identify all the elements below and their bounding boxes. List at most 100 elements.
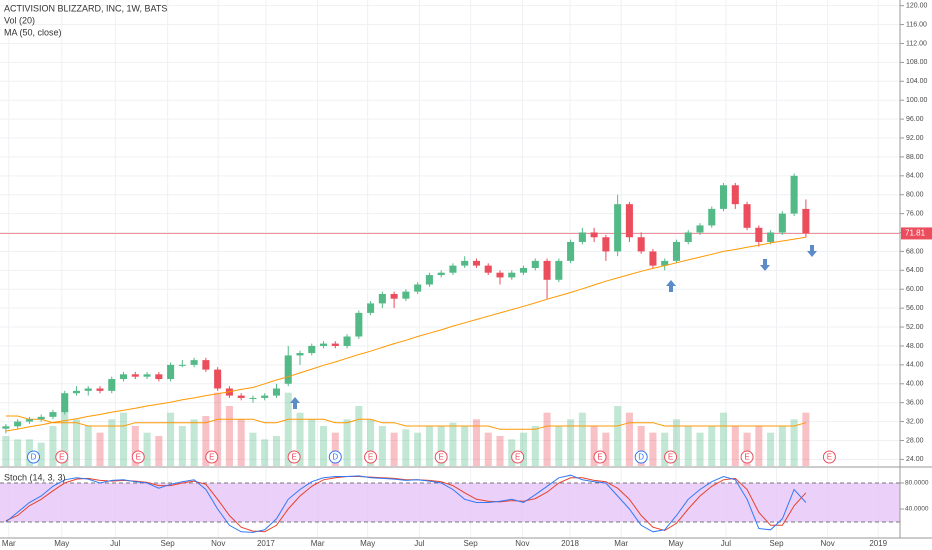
candle-body <box>767 232 775 242</box>
volume-bar <box>37 442 45 466</box>
candle-body <box>61 393 69 413</box>
x-tick-label: 2017 <box>257 539 275 548</box>
y-tick-label: 76.00 <box>906 210 924 217</box>
candle-body <box>25 419 33 422</box>
title: ACTIVISION BLIZZARD, INC, 1W, BATS <box>4 3 167 13</box>
candle-body <box>237 395 245 398</box>
arrow <box>807 245 817 257</box>
arrow <box>290 397 300 409</box>
candle-body <box>790 175 798 214</box>
volume-bar <box>520 432 528 466</box>
stoch-band <box>0 483 900 522</box>
candle-body <box>14 421 22 427</box>
volume-bar <box>414 432 422 466</box>
candle-body <box>320 343 328 346</box>
candle-body <box>590 232 598 238</box>
candle-body <box>425 275 433 285</box>
candle-body <box>296 353 304 356</box>
event-label: D <box>332 453 338 462</box>
volume-bar <box>378 426 386 466</box>
y-tick-label: 84.00 <box>906 173 924 180</box>
volume-bar <box>390 432 398 466</box>
event-label: E <box>744 453 749 462</box>
event-marker <box>664 450 678 464</box>
y-tick-label: 112.00 <box>906 40 927 47</box>
stoch-label: Stoch (14, 3, 3) <box>4 472 66 482</box>
y-tick-label: 80.00 <box>906 192 924 199</box>
candle-body <box>108 379 116 391</box>
candle-body <box>578 232 586 242</box>
event-label: E <box>209 453 214 462</box>
x-tick-label: Mar <box>2 539 16 548</box>
candle-body <box>214 369 222 389</box>
volume-bar <box>402 429 410 466</box>
event-label: E <box>597 453 602 462</box>
volume-bar <box>708 426 716 466</box>
volume-bar <box>14 439 22 466</box>
candle-body <box>649 251 657 266</box>
volume-bar <box>790 419 798 466</box>
event-marker <box>740 450 754 464</box>
volume-bar <box>731 426 739 466</box>
x-tick-label: 2018 <box>561 539 579 548</box>
volume-bar <box>84 426 92 466</box>
candle-body <box>2 426 10 429</box>
candle-body <box>755 227 763 242</box>
event-marker <box>205 450 219 464</box>
candle-body <box>661 260 669 266</box>
candle-body <box>367 303 375 313</box>
x-tick-label: Sep <box>463 539 478 548</box>
volume-bar <box>72 419 80 466</box>
candle-body <box>472 260 480 266</box>
event-marker <box>634 450 648 464</box>
volume-bar <box>108 419 116 466</box>
volume-bar <box>120 412 128 466</box>
volume-bar <box>449 422 457 466</box>
candle-body <box>567 241 575 261</box>
x-tick-label: Sep <box>161 539 176 548</box>
candle-body <box>72 390 80 394</box>
volume-bar <box>143 432 151 466</box>
event-marker <box>511 450 525 464</box>
candle-body <box>437 272 445 276</box>
candle-body <box>531 260 539 268</box>
candle-body <box>84 388 92 391</box>
volume-bar <box>461 426 469 466</box>
volume-bar <box>555 426 563 466</box>
y-tick-label: 52.00 <box>906 324 924 331</box>
event-label: E <box>59 453 64 462</box>
event-label: E <box>668 453 673 462</box>
volume-bar <box>614 406 622 466</box>
candle-body <box>614 204 622 252</box>
x-tick-label: May <box>668 539 683 548</box>
volume-bar <box>320 426 328 466</box>
x-tick-label: Nov <box>515 539 529 548</box>
volume-bar <box>743 432 751 466</box>
volume-label: Vol (20) <box>4 15 35 25</box>
x-tick-label: Sep <box>769 539 784 548</box>
event-label: E <box>368 453 373 462</box>
arrow <box>760 259 770 271</box>
volume-bar <box>649 432 657 466</box>
volume-bar <box>637 426 645 466</box>
event-marker <box>287 450 301 464</box>
volume-bar <box>190 419 198 466</box>
volume-bar <box>696 432 704 466</box>
candle-body <box>508 272 516 278</box>
y-tick-label: 92.00 <box>906 135 924 142</box>
candle-body <box>308 345 316 354</box>
y-tick-label: 36.00 <box>906 400 924 407</box>
volume-bar <box>237 419 245 466</box>
x-tick-label: 2019 <box>869 539 887 548</box>
volume-bar <box>272 436 280 466</box>
volume-bar <box>331 432 339 466</box>
volume-bar <box>284 392 292 466</box>
event-marker <box>27 450 41 464</box>
arrow <box>666 280 676 292</box>
event-label: E <box>136 453 141 462</box>
y-tick-label: 48.00 <box>906 343 924 350</box>
volume-bar <box>178 426 186 466</box>
x-tick-label: Jul <box>110 539 120 548</box>
candle-body <box>402 291 410 299</box>
